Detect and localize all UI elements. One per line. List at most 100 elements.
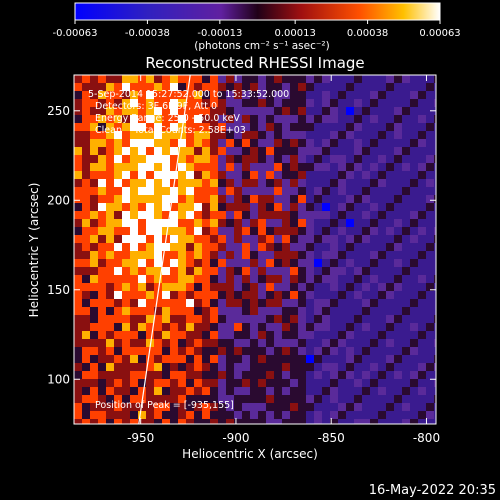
heatmap-cell — [378, 419, 386, 424]
heatmap-cell — [370, 371, 378, 379]
heatmap-cell — [370, 227, 378, 235]
heatmap-cell — [282, 323, 290, 331]
heatmap-cell — [274, 75, 282, 83]
heatmap-cell — [90, 195, 98, 203]
heatmap-cell — [122, 107, 130, 115]
heatmap-cell — [74, 187, 82, 195]
heatmap-cell — [138, 179, 146, 187]
heatmap-cell — [98, 163, 106, 171]
heatmap-cell — [90, 355, 98, 363]
heatmap-cell — [346, 115, 354, 123]
heatmap-cell — [402, 283, 410, 291]
heatmap-cell — [362, 187, 370, 195]
heatmap-cell — [370, 347, 378, 355]
heatmap-cell — [354, 355, 362, 363]
heatmap-cell — [386, 187, 394, 195]
heatmap-cell — [178, 251, 186, 259]
heatmap-cell — [98, 179, 106, 187]
heatmap-cell — [434, 187, 436, 195]
heatmap-cell — [146, 283, 154, 291]
heatmap-cell — [114, 147, 122, 155]
heatmap-cell — [346, 75, 354, 83]
heatmap-cell — [114, 243, 122, 251]
heatmap-cell — [394, 419, 402, 424]
heatmap-cell — [418, 211, 426, 219]
heatmap-cell — [314, 139, 322, 147]
heatmap-cell — [242, 323, 250, 331]
heatmap-cell — [90, 163, 98, 171]
heatmap-cell — [394, 163, 402, 171]
heatmap-cell — [378, 363, 386, 371]
heatmap-cell — [250, 203, 258, 211]
heatmap-cell — [354, 403, 362, 411]
heatmap-cell — [138, 75, 146, 83]
heatmap-cell — [210, 275, 218, 283]
heatmap-cell — [290, 211, 298, 219]
heatmap-cell — [402, 219, 410, 227]
heatmap-cell — [426, 403, 434, 411]
heatmap-cell — [434, 227, 436, 235]
heatmap-cell — [202, 275, 210, 283]
heatmap-cell — [146, 195, 154, 203]
heatmap-cell — [218, 123, 226, 131]
heatmap-cell — [322, 251, 330, 259]
heatmap-cell — [178, 291, 186, 299]
heatmap-cell — [402, 243, 410, 251]
heatmap-cell — [106, 179, 114, 187]
heatmap-cell — [314, 403, 322, 411]
x-tick-label: -900 — [222, 431, 249, 445]
heatmap-cell — [130, 187, 138, 195]
heatmap-cell — [402, 331, 410, 339]
heatmap-cell — [90, 91, 98, 99]
heatmap-cell — [210, 99, 218, 107]
heatmap-cell — [394, 211, 402, 219]
heatmap-cell — [258, 315, 266, 323]
heatmap-cell — [378, 411, 386, 419]
heatmap-cell — [226, 139, 234, 147]
heatmap-cell — [146, 147, 154, 155]
heatmap-cell — [98, 75, 106, 83]
heatmap-cell — [298, 179, 306, 187]
heatmap-cell — [314, 283, 322, 291]
heatmap-cell — [274, 315, 282, 323]
heatmap-cell — [266, 83, 274, 91]
heatmap-cell — [298, 411, 306, 419]
heatmap-cell — [338, 227, 346, 235]
heatmap-cell — [106, 187, 114, 195]
heatmap-cell — [106, 331, 114, 339]
heatmap-cell — [298, 211, 306, 219]
heatmap-cell — [418, 347, 426, 355]
heatmap-cell — [170, 339, 178, 347]
heatmap-cell — [322, 147, 330, 155]
heatmap-cell — [146, 355, 154, 363]
heatmap-cell — [226, 355, 234, 363]
heatmap-cell — [258, 203, 266, 211]
heatmap-cell — [162, 171, 170, 179]
heatmap-cell — [234, 387, 242, 395]
heatmap-cell — [322, 115, 330, 123]
heatmap-cell — [130, 339, 138, 347]
heatmap-cell — [282, 195, 290, 203]
heatmap-cell — [234, 371, 242, 379]
heatmap-cell — [202, 235, 210, 243]
heatmap-cell — [258, 283, 266, 291]
heatmap-cell — [226, 83, 234, 91]
heatmap-cell — [210, 371, 218, 379]
heatmap-cell — [154, 123, 162, 131]
heatmap-cell — [306, 195, 314, 203]
heatmap-cell — [306, 371, 314, 379]
heatmap-cell — [410, 355, 418, 363]
heatmap-cell — [242, 91, 250, 99]
heatmap-cell — [98, 323, 106, 331]
heatmap-cell — [274, 395, 282, 403]
heatmap-cell — [122, 155, 130, 163]
heatmap-cell — [138, 107, 146, 115]
heatmap-cell — [138, 347, 146, 355]
heatmap-cell — [194, 259, 202, 267]
heatmap-cell — [114, 379, 122, 387]
heatmap-cell — [370, 123, 378, 131]
heatmap-cell — [122, 139, 130, 147]
heatmap-cell — [114, 291, 122, 299]
heatmap-cell — [226, 267, 234, 275]
heatmap-cell — [418, 107, 426, 115]
